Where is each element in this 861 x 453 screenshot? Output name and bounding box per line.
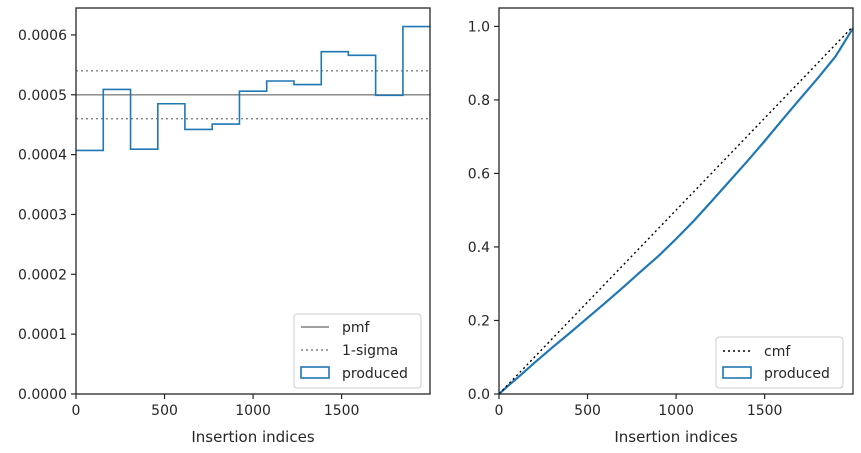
x-ticks: 0 500 1000 1500 <box>72 394 360 419</box>
x-axis-label: Insertion indices <box>614 428 737 446</box>
cmf-line <box>498 25 854 395</box>
legend-produced-label: produced <box>342 366 408 382</box>
x-tick-label: 500 <box>151 403 178 419</box>
y-tick-label: 0.0003 <box>18 207 67 223</box>
legend-produced-label: produced <box>764 366 830 382</box>
y-tick-label: 0.4 <box>468 240 490 256</box>
legend-box <box>293 313 422 389</box>
x-tick-label: 1000 <box>658 403 694 419</box>
y-tick-label: 0.0002 <box>18 267 67 283</box>
x-tick-label: 1500 <box>747 403 783 419</box>
legend: pmf 1-sigma produced <box>293 313 422 389</box>
y-tick-label: 0.0000 <box>18 387 67 403</box>
x-tick-label: 1000 <box>235 403 271 419</box>
y-tick-label: 0.0004 <box>18 148 67 164</box>
y-tick-label: 0.8 <box>468 93 490 109</box>
legend-produced-swatch <box>722 366 752 379</box>
axes-frame <box>498 7 854 395</box>
legend-cmf-label: cmf <box>764 344 791 360</box>
histogram-panel: 0 500 1000 1500 0.00000.00010.00020.00030.0… <box>18 7 431 446</box>
x-tick-label: 0 <box>495 403 504 419</box>
x-tick-label: 0 <box>72 403 81 419</box>
x-tick-label: 1500 <box>324 403 360 419</box>
legend-sigma-label: 1-sigma <box>342 343 398 359</box>
y-tick-label: 0.0001 <box>18 327 67 343</box>
produced-histogram <box>76 25 430 152</box>
legend-box <box>715 336 844 389</box>
y-tick-label: 0.2 <box>468 313 490 329</box>
legend-pmf-label: pmf <box>342 320 371 336</box>
cumulative-panel: 0 500 1000 1500 0.0 0.2 0.4 0.6 0.8 1.0 Insertio… <box>468 7 854 446</box>
legend-produced-swatch <box>300 366 330 379</box>
y-tick-label: 1.0 <box>468 19 490 35</box>
y-tick-label: 0.0006 <box>18 28 67 44</box>
y-ticks: 0.0 0.2 0.4 0.6 0.8 1.0 <box>468 19 499 403</box>
axes-frame <box>75 7 431 395</box>
produced-cumulative-line <box>498 27 854 395</box>
x-ticks: 0 500 1000 1500 <box>495 394 783 419</box>
x-tick-label: 500 <box>574 403 601 419</box>
legend: cmf produced <box>715 336 844 389</box>
y-tick-label: 0.6 <box>468 166 490 182</box>
y-tick-label: 0.0005 <box>18 88 67 104</box>
x-axis-label: Insertion indices <box>191 428 314 446</box>
y-ticks: 0.0000 0.0001 0.0002 0.0003 0.0004 0.0005 0.00… <box>18 28 76 403</box>
y-tick-label: 0.0 <box>468 387 490 403</box>
